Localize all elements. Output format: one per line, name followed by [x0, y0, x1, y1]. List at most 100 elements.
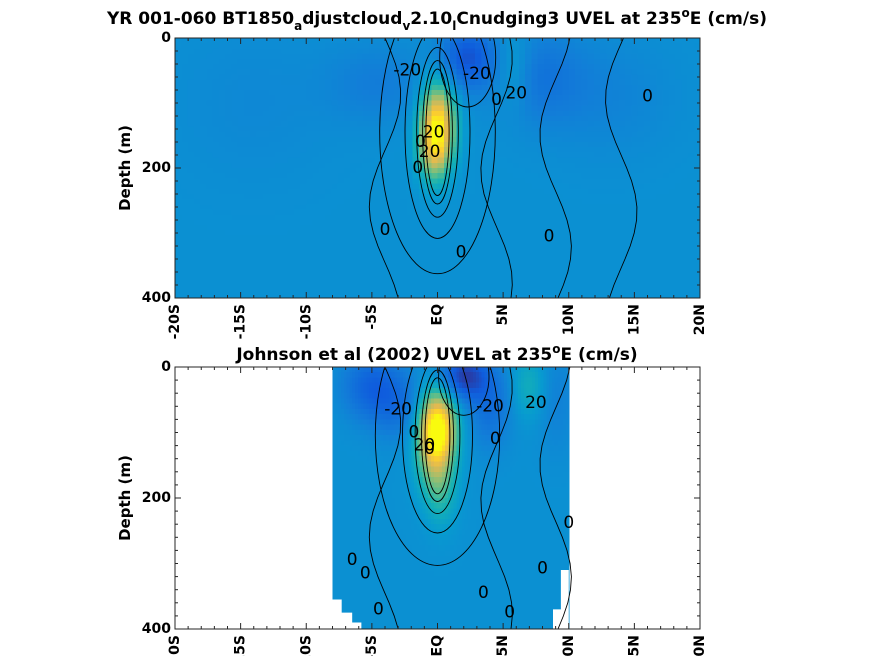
- heatmap-cell: [175, 225, 182, 231]
- heatmap-cell: [281, 261, 289, 268]
- heatmap-cell: [481, 38, 489, 44]
- heatmap-cell: [225, 136, 232, 143]
- heatmap-cell: [662, 157, 670, 164]
- heatmap-cell: [200, 84, 207, 91]
- heatmap-cell: [418, 121, 426, 127]
- heatmap-cell: [335, 377, 339, 384]
- heatmap-cell: [275, 272, 282, 278]
- heatmap-cell: [668, 110, 676, 117]
- heatmap-cell: [331, 116, 339, 122]
- heatmap-cell: [643, 220, 651, 226]
- heatmap-cell: [612, 256, 620, 263]
- heatmap-cell: [656, 121, 664, 127]
- heatmap-cell: [468, 90, 476, 96]
- heatmap-cell: [550, 90, 557, 96]
- heatmap-cell: [675, 95, 682, 101]
- heatmap-cell: [487, 121, 495, 127]
- heatmap-cell: [468, 157, 476, 164]
- heatmap-cell: [212, 38, 220, 44]
- heatmap-cell: [631, 173, 639, 179]
- heatmap-cell: [437, 287, 445, 294]
- heatmap-cell: [318, 188, 326, 195]
- heatmap-cell: [193, 235, 201, 242]
- heatmap-cell: [487, 90, 495, 96]
- heatmap-cell: [181, 131, 189, 138]
- heatmap-cell: [581, 209, 589, 216]
- heatmap-cell: [268, 105, 276, 112]
- heatmap-cell: [456, 136, 464, 143]
- heatmap-cell: [350, 100, 357, 107]
- heatmap-cell: [243, 225, 251, 231]
- heatmap-cell: [331, 147, 339, 153]
- heatmap-cell: [243, 282, 251, 289]
- heatmap-cell: [487, 152, 495, 159]
- heatmap-cell: [537, 199, 545, 205]
- heatmap-cell: [693, 58, 700, 65]
- heatmap-cell: [456, 38, 464, 44]
- heatmap-cell: [487, 240, 495, 247]
- heatmap-cell: [381, 105, 389, 112]
- heatmap-cell: [618, 188, 626, 195]
- heatmap-cell: [231, 235, 239, 242]
- heatmap-cell: [500, 204, 507, 211]
- heatmap-cell: [237, 235, 245, 242]
- heatmap-cell: [337, 84, 345, 91]
- heatmap-cell: [175, 131, 182, 138]
- heatmap-cell: [231, 282, 239, 289]
- heatmap-cell: [352, 367, 356, 373]
- heatmap-cell: [225, 58, 232, 65]
- heatmap-cell: [343, 403, 348, 410]
- heatmap-cell: [506, 277, 514, 283]
- heatmap-cell: [349, 408, 353, 415]
- heatmap-cell: [312, 240, 320, 247]
- heatmap-cell: [175, 266, 182, 273]
- heatmap-cell: [268, 53, 276, 60]
- heatmap-cell: [587, 64, 595, 70]
- heatmap-cell: [650, 225, 657, 231]
- heatmap-cell: [600, 84, 607, 91]
- heatmap-cell: [575, 126, 582, 133]
- heatmap-cell: [187, 251, 195, 257]
- heatmap-cell: [606, 220, 614, 226]
- heatmap-cell: [606, 131, 614, 138]
- heatmap-cell: [537, 157, 545, 164]
- heatmap-cell: [475, 157, 482, 164]
- heatmap-cell: [431, 214, 439, 221]
- heatmap-cell: [506, 173, 514, 179]
- heatmap-cell: [537, 214, 545, 221]
- heatmap-cell: [212, 235, 220, 242]
- heatmap-cell: [550, 230, 557, 237]
- heatmap-cell: [350, 199, 357, 205]
- heatmap-cell: [493, 64, 501, 70]
- heatmap-cell: [357, 382, 362, 389]
- heatmap-cell: [193, 178, 201, 185]
- heatmap-cell: [387, 168, 395, 174]
- heatmap-cell: [568, 292, 576, 298]
- heatmap-cell: [250, 121, 257, 127]
- heatmap-cell: [225, 126, 232, 133]
- heatmap-cell: [362, 277, 370, 283]
- heatmap-cell: [681, 121, 689, 127]
- heatmap-cell: [525, 168, 532, 174]
- heatmap-cell: [343, 95, 351, 101]
- heatmap-cell: [443, 69, 451, 75]
- heatmap-cell: [687, 194, 695, 200]
- heatmap-cell: [562, 209, 570, 216]
- heatmap-cell: [346, 529, 350, 536]
- heatmap-cell: [200, 277, 207, 283]
- heatmap-cell: [493, 162, 501, 169]
- heatmap-cell: [575, 256, 582, 263]
- heatmap-cell: [225, 43, 232, 49]
- heatmap-cell: [181, 84, 189, 91]
- heatmap-cell: [562, 183, 570, 190]
- heatmap-cell: [250, 272, 257, 278]
- heatmap-cell: [349, 608, 353, 614]
- heatmap-cell: [375, 225, 382, 231]
- heatmap-cell: [493, 100, 501, 107]
- heatmap-cell: [468, 100, 476, 107]
- heatmap-cell: [332, 487, 336, 494]
- heatmap-cell: [360, 456, 365, 462]
- heatmap-cell: [343, 435, 348, 441]
- heatmap-cell: [600, 230, 607, 237]
- heatmap-cell: [250, 214, 257, 221]
